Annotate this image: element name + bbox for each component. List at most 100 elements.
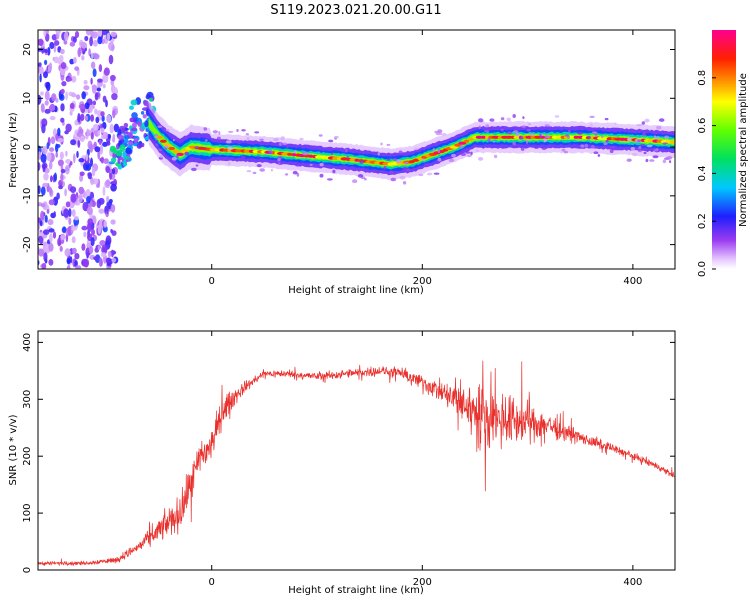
speckle [345,148,348,153]
speckle [302,152,309,156]
noise-blob [79,174,84,182]
noise-blob [91,167,96,177]
ridge-core [669,140,675,144]
noise-blob [98,208,105,214]
speckle [383,165,387,170]
spectrogram-x-label: Height of straight line (km) [288,285,424,296]
speckle [658,118,665,122]
speckle [273,138,279,141]
noise-blob [96,87,102,92]
speckle [432,148,435,152]
noise-blob [85,30,92,36]
noise-blob [57,138,64,143]
ridge-core [417,157,423,161]
speckle [485,124,490,128]
snr-frame [37,330,676,571]
noise-blob [78,128,84,135]
speckle [561,148,566,152]
noise-blob [85,189,91,197]
spectrogram-y-label: Frequency (Hz) [8,112,19,188]
noise-blob [90,237,95,247]
colorbar-tick-label: 0.8 [697,70,708,86]
transition-blob [124,135,130,140]
noise-blob [41,123,46,134]
noise-blob [57,237,62,247]
speckle [592,131,597,134]
noise-blob [71,236,76,244]
snr-x-label: Height of straight line (km) [288,585,424,596]
noise-blob [71,75,77,83]
noise-blob [54,40,60,46]
noise-blob [102,186,106,197]
speckle [638,145,642,150]
noise-blob [111,257,117,263]
noise-blob [106,114,112,123]
speckle [512,130,519,134]
noise-blob [49,147,55,152]
noise-blob [97,36,103,45]
colorbar: 0.0 0.2 0.4 0.6 0.8 Normalized spectral ampl… [697,30,749,277]
noise-blob [38,38,44,46]
noise-blob [93,141,97,148]
speckle [487,137,491,142]
noise-blob [65,91,68,101]
noise-blob [60,172,64,183]
noise-blob [98,64,103,73]
noise-blob [109,123,114,134]
x-tick-label: 200 [413,577,432,588]
noise-blob [111,45,115,50]
transition-blob [145,128,149,132]
spectrogram-x-ticks: 0 200 400 [209,30,642,287]
noise-blob [63,40,68,45]
transition-blob [117,134,124,140]
speckle [246,170,252,173]
speckle [493,154,498,159]
ridge-core [159,139,167,143]
noise-blob [53,56,60,64]
speckle [364,177,367,181]
noise-blob [53,172,58,182]
y-tick-label: 0 [22,144,33,150]
noise-blob [58,55,64,62]
ridge-core [475,135,483,139]
noise-blob [76,94,81,100]
noise-blob [91,228,95,236]
speckle [398,150,403,155]
speckle [227,146,234,150]
noise-blob [40,153,47,163]
speckle [437,157,442,162]
speckle [448,158,455,163]
noise-blob [90,77,93,85]
noise-blob [87,218,93,226]
colorbar-tick-label: 0.0 [697,261,708,277]
speckle [512,114,516,118]
x-tick-label: 0 [209,276,215,287]
speckle [165,129,170,132]
noise-blob [68,208,72,218]
ridge-core [555,135,563,139]
noise-blob [97,78,103,83]
noise-blob [73,216,79,221]
noise-blob [93,256,100,261]
speckle [299,137,304,141]
noise-blob [95,116,100,124]
speckle [286,145,289,149]
noise-blob [66,257,71,265]
noise-blob [77,139,81,148]
speckle [377,152,380,156]
speckle [392,158,398,161]
speckle [662,142,668,145]
noise-blob [88,48,91,57]
noise-blob [78,103,86,110]
transition-blob [123,122,129,128]
transition-blob [123,155,130,160]
noise-blob [49,186,52,195]
noise-blob [74,31,80,38]
noise-blob [92,39,98,47]
speckle [319,173,324,178]
transition-blob [137,121,142,127]
noise-blob [51,93,57,102]
speckle [176,154,179,159]
transition-blob [109,145,116,153]
speckle [399,175,406,180]
